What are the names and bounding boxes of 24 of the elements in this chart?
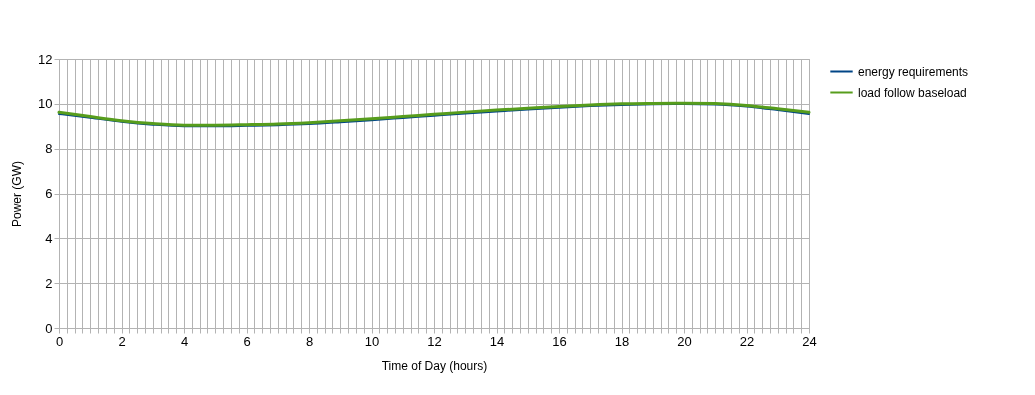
y-tick-label: 0 xyxy=(45,320,53,336)
x-tick-label: 10 xyxy=(364,333,380,349)
x-tick-label: 22 xyxy=(739,333,755,349)
x-tick-label: 20 xyxy=(677,333,692,349)
legend-label: energy requirements xyxy=(858,64,969,79)
x-axis-title: Time of Day (hours) xyxy=(381,358,488,373)
x-tick-label: 18 xyxy=(614,333,630,349)
x-tick-label: 24 xyxy=(802,333,817,349)
y-tick-label: 12 xyxy=(38,51,53,67)
x-tick-label: 6 xyxy=(243,333,251,349)
y-tick-label: 2 xyxy=(45,275,53,291)
x-tick-label: 12 xyxy=(427,333,442,349)
x-tick-label: 16 xyxy=(552,333,567,349)
x-tick-label: 8 xyxy=(305,333,314,349)
x-tick-label: 0 xyxy=(55,333,64,349)
x-tick-label: 2 xyxy=(118,333,126,349)
y-tick-label: 4 xyxy=(45,230,53,246)
x-tick-label: 4 xyxy=(180,333,189,349)
y-axis-title: Power (GW) xyxy=(10,161,25,227)
y-tick-label: 10 xyxy=(38,96,53,112)
y-tick-label: 6 xyxy=(45,186,53,201)
legend-label: load follow baseload xyxy=(858,85,967,100)
x-tick-label: 14 xyxy=(489,333,505,349)
y-tick-label: 8 xyxy=(45,141,53,157)
